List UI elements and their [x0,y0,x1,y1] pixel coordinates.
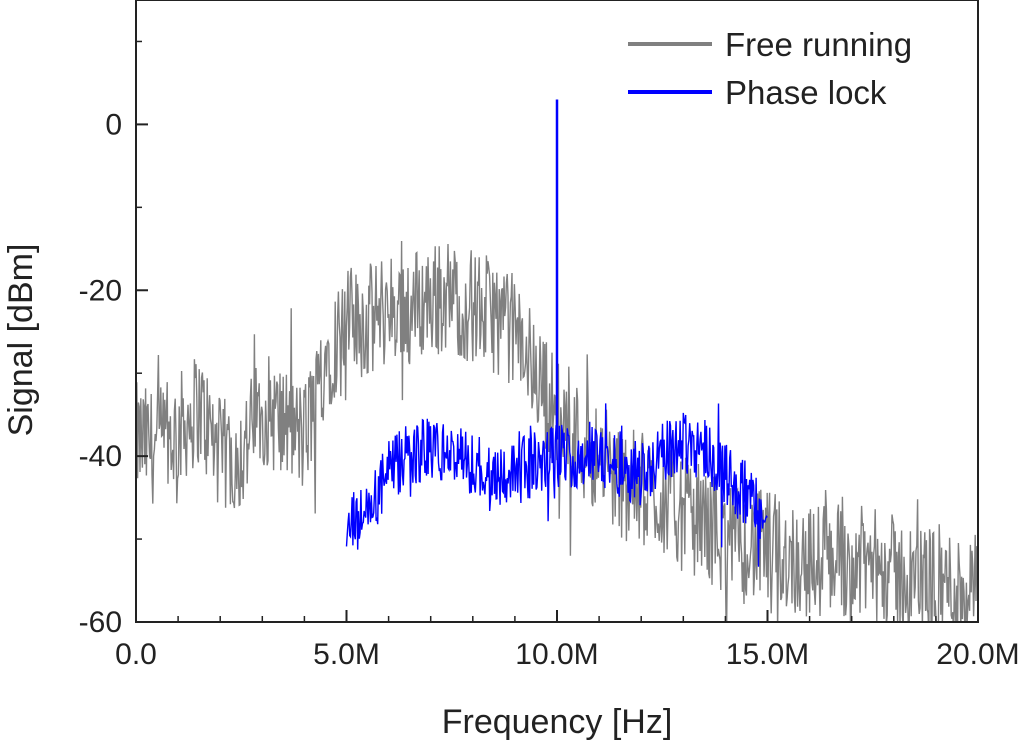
x-tick-label: 0.0 [115,638,157,671]
y-tick-label: -20 [79,274,122,307]
y-tick-label: 0 [105,108,122,141]
x-tick-label: 20.0M [936,638,1019,671]
legend-label: Phase lock [725,74,887,111]
x-tick-label: 15.0M [726,638,809,671]
y-axis-title: Signal [dBm] [2,244,40,437]
legend: Free running Phase lock [628,26,912,111]
x-tick-label: 5.0M [313,638,380,671]
x-tick-label: 10.0M [515,638,598,671]
y-tick-label: -40 [79,440,122,473]
series-line-1 [345,403,768,567]
x-axis-title: Frequency [Hz] [442,703,673,741]
y-tick-label: -60 [79,606,122,639]
legend-label: Free running [725,26,912,63]
